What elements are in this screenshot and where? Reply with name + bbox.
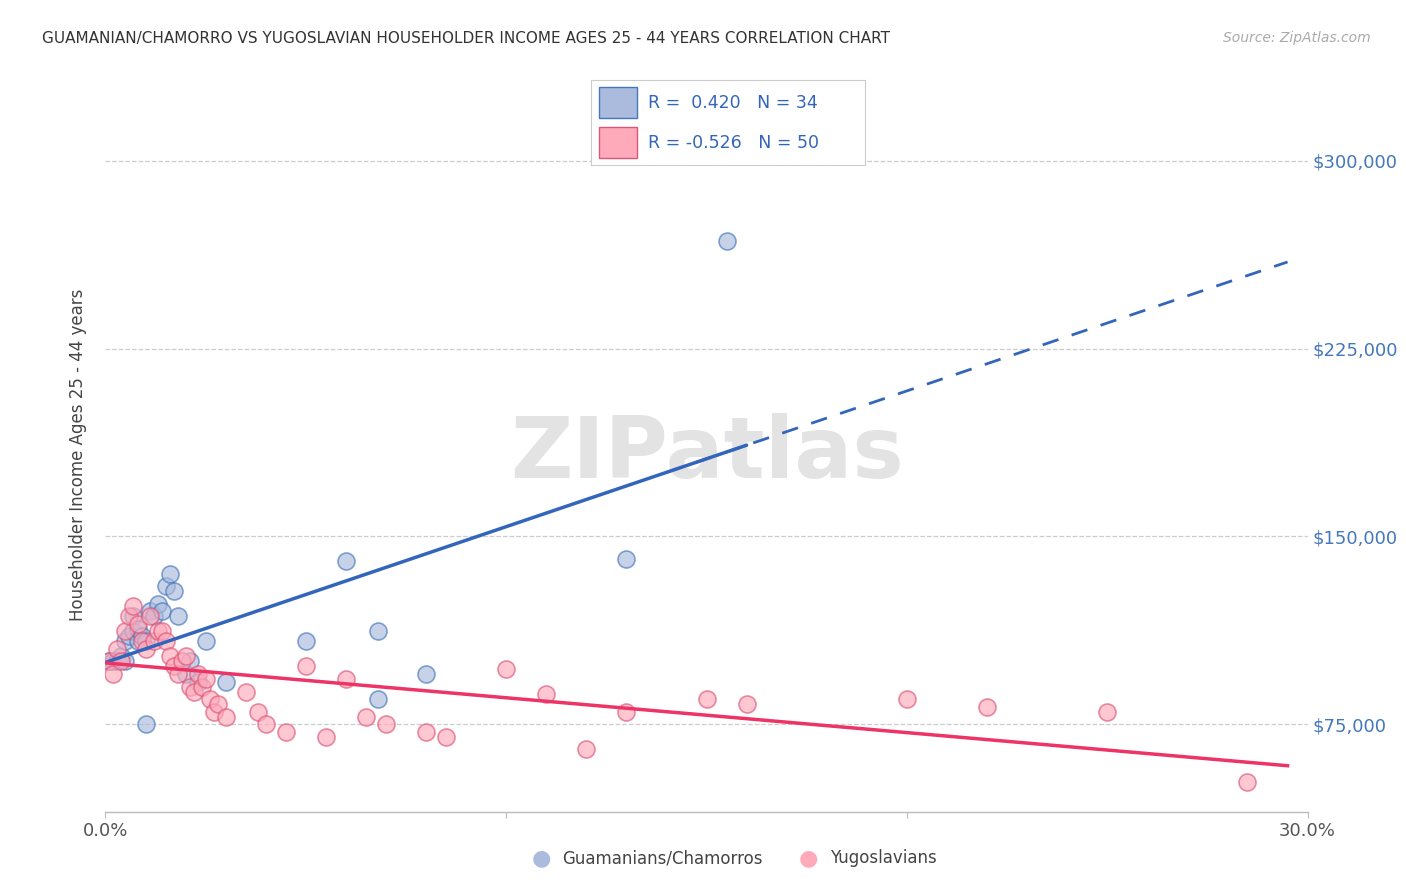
Text: Yugoslavians: Yugoslavians — [830, 849, 936, 867]
Point — [155, 634, 177, 648]
Point — [214, 674, 236, 689]
Bar — [599, 127, 637, 158]
Point — [315, 730, 337, 744]
Point — [159, 649, 181, 664]
Point — [616, 551, 638, 566]
Point — [1097, 705, 1119, 719]
Text: ZIPatlas: ZIPatlas — [509, 413, 904, 497]
Text: ●: ● — [799, 848, 818, 868]
Point — [103, 655, 125, 669]
Point — [142, 609, 165, 624]
Point — [114, 655, 136, 669]
Point — [174, 667, 197, 681]
Point — [150, 624, 173, 639]
Point — [415, 667, 437, 681]
Text: GUAMANIAN/CHAMORRO VS YUGOSLAVIAN HOUSEHOLDER INCOME AGES 25 - 44 YEARS CORRELAT: GUAMANIAN/CHAMORRO VS YUGOSLAVIAN HOUSEH… — [42, 31, 890, 46]
Point — [295, 634, 318, 648]
Text: Source: ZipAtlas.com: Source: ZipAtlas.com — [1223, 31, 1371, 45]
Point — [162, 659, 184, 673]
Point — [354, 709, 377, 723]
Point — [107, 642, 129, 657]
Point — [166, 667, 188, 681]
Point — [118, 630, 141, 644]
Point — [166, 609, 188, 624]
Point — [187, 674, 209, 689]
Point — [179, 680, 201, 694]
Point — [896, 692, 918, 706]
Point — [122, 624, 145, 639]
Text: R = -0.526   N = 50: R = -0.526 N = 50 — [648, 134, 820, 152]
Point — [142, 634, 165, 648]
Point — [202, 705, 225, 719]
Point — [170, 655, 193, 669]
Point — [254, 717, 277, 731]
Point — [495, 662, 517, 676]
Point — [1236, 774, 1258, 789]
Point — [415, 724, 437, 739]
Point — [155, 579, 177, 593]
Point — [434, 730, 457, 744]
Point — [127, 622, 149, 636]
Text: ●: ● — [531, 848, 551, 868]
Point — [103, 667, 125, 681]
Point — [335, 672, 357, 686]
Text: Guamanians/Chamorros: Guamanians/Chamorros — [562, 849, 763, 867]
Point — [146, 624, 169, 639]
Point — [118, 609, 141, 624]
Point — [295, 659, 318, 673]
Point — [696, 692, 718, 706]
Point — [194, 672, 217, 686]
Point — [107, 655, 129, 669]
Point — [194, 634, 217, 648]
Point — [575, 742, 598, 756]
Point — [274, 724, 297, 739]
Point — [534, 687, 557, 701]
Point — [122, 599, 145, 614]
Point — [716, 234, 738, 248]
Y-axis label: Householder Income Ages 25 - 44 years: Householder Income Ages 25 - 44 years — [69, 289, 87, 621]
Point — [976, 699, 998, 714]
Point — [150, 604, 173, 618]
Point — [135, 717, 157, 731]
Point — [138, 609, 160, 624]
Point — [190, 680, 212, 694]
Point — [367, 624, 389, 639]
Point — [235, 684, 257, 698]
Point — [162, 584, 184, 599]
Point — [207, 697, 229, 711]
Point — [183, 684, 205, 698]
Point — [131, 630, 153, 644]
Point — [374, 717, 398, 731]
Point — [735, 697, 758, 711]
Point — [187, 667, 209, 681]
Point — [174, 649, 197, 664]
Point — [138, 604, 160, 618]
Point — [146, 597, 169, 611]
Point — [98, 655, 121, 669]
Text: R =  0.420   N = 34: R = 0.420 N = 34 — [648, 94, 818, 112]
Point — [179, 655, 201, 669]
Point — [98, 655, 121, 669]
Point — [127, 616, 149, 631]
Point — [135, 642, 157, 657]
Point — [335, 554, 357, 568]
Point — [131, 634, 153, 648]
Point — [110, 649, 132, 664]
Point — [127, 634, 149, 648]
Point — [122, 609, 145, 624]
Point — [214, 709, 236, 723]
Point — [367, 692, 389, 706]
Point — [616, 705, 638, 719]
Point — [198, 692, 221, 706]
Point — [114, 624, 136, 639]
Point — [246, 705, 269, 719]
Point — [114, 634, 136, 648]
Point — [135, 634, 157, 648]
Point — [159, 566, 181, 581]
Point — [110, 655, 132, 669]
Bar — [599, 87, 637, 119]
